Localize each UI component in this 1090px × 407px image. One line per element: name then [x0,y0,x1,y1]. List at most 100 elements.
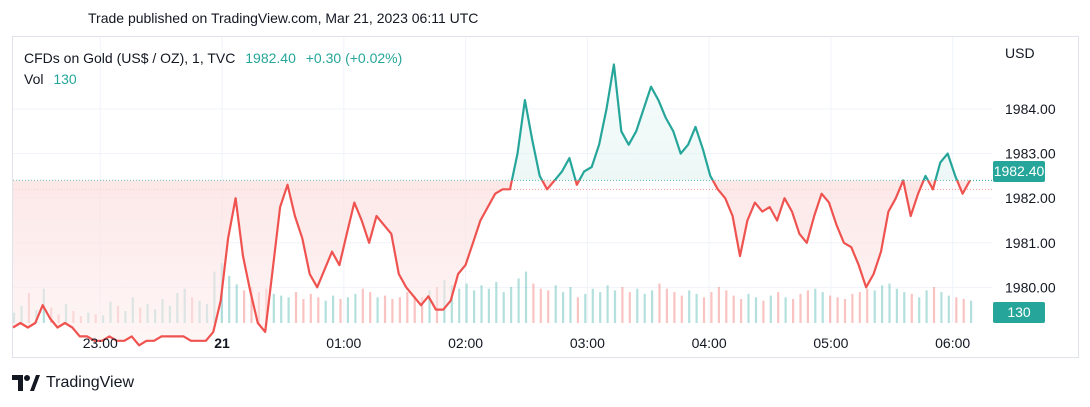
price-lines [12,63,971,347]
volume-bar [740,299,743,323]
x-tick-label: 06:00 [935,335,970,351]
volume-bar [836,297,839,323]
last-volume-tag: 130 [993,302,1045,323]
x-tick-label: 03:00 [570,335,605,351]
volume-bar [480,285,483,323]
volume-bar [784,297,787,323]
volume-bar [725,290,728,323]
y-tick-label: 1981.00 [1005,235,1056,251]
volume-bar [932,287,936,323]
legend-row-volume: Vol 130 [24,69,408,90]
volume-bar [228,275,231,323]
volume-bar [569,287,572,323]
volume-bar [673,292,676,323]
volume-label: Vol [24,71,44,87]
volume-bar [695,293,698,323]
volume-bar [636,288,639,323]
volume-bar [309,293,312,323]
volume-bar [806,290,809,323]
volume-bar [769,295,772,323]
volume-bar [873,290,876,323]
volume-bar [428,290,431,323]
volume-bar [621,287,624,323]
volume-bar [903,292,906,323]
volume-bar [777,292,780,323]
y-axis: 1980.00 1981.00 1982.00 1983.00 1984.00 [1005,101,1056,295]
volume-bar [391,299,394,323]
volume-bar [910,293,913,323]
volume-bar [895,288,898,323]
volume-bar [651,290,654,323]
volume-bar [792,299,795,323]
volume-bar [814,288,817,323]
volume-bar [487,288,490,323]
last-price: 1982.40 [245,50,296,66]
volume-bar [413,295,416,323]
volume-bar [643,293,646,323]
volume-bar [369,292,372,323]
symbol-label: CFDs on Gold (US$ / OZ), 1, TVC [24,50,236,66]
x-tick-label: 02:00 [448,335,483,351]
volume-bar [747,293,750,323]
volume-bar [302,299,305,323]
volume-bar [762,300,765,323]
volume-bar [346,297,349,323]
volume-bar [962,299,965,323]
y-tick-label: 1980.00 [1005,279,1056,295]
x-tick-label: 01:00 [326,335,361,351]
price-change: +0.30 (+0.02%) [305,50,403,66]
volume-bar [272,293,275,323]
volume-bar [947,295,950,323]
chart-frame [12,36,1079,358]
volume-bar [665,288,668,323]
price-line-below [12,180,971,347]
volume-bar [517,278,520,323]
volume-bar [235,284,238,323]
volume-bar [918,297,921,323]
volume-bar [406,292,409,323]
volume-bar [710,292,713,323]
volume-bar [866,288,869,323]
footer-brand[interactable]: TradingView [12,374,134,392]
y-tick-label: 1983.00 [1005,146,1056,162]
volume-bar [843,299,847,323]
volume-bar [324,300,327,323]
volume-bar [317,297,320,323]
volume-bar [539,288,542,323]
volume-bar [354,293,357,323]
volume-bar [361,288,364,323]
volume-bar [688,290,691,323]
volume-bar [510,287,513,323]
x-tick-label: 05:00 [813,335,848,351]
volume-bar [799,293,802,323]
volume-bar [398,297,401,323]
volume-bar [717,287,720,323]
volume-bar [821,292,824,323]
volume-bar [532,283,535,323]
last-price-tag: 1982.40 [993,161,1045,182]
volume-bar [376,297,379,323]
volume-bar [754,297,758,323]
volume-bar [524,271,528,323]
volume-bar [829,295,832,323]
volume-bar [606,285,609,323]
area-below-baseline [13,180,970,346]
x-axis: 23:00 21 01:00 02:00 03:00 04:00 05:00 06:00 [83,335,971,351]
volume-bar [473,290,476,323]
price-areas [13,64,970,346]
volume-bar [851,293,854,323]
volume-bar [591,288,594,323]
svg-text:1982.40: 1982.40 [994,163,1045,179]
volume-bar [940,292,943,323]
volume-bar [465,283,468,323]
volume-bar [458,288,461,323]
volume-bar [554,285,557,323]
volume-bar [955,297,958,323]
volume-bar [294,292,298,323]
currency-label: USD [1005,45,1035,61]
legend-row-price: CFDs on Gold (US$ / OZ), 1, TVC 1982.40 … [24,48,408,69]
x-tick-label: 21 [214,335,230,351]
volume-bar [680,295,683,323]
volume-bar [888,283,891,323]
